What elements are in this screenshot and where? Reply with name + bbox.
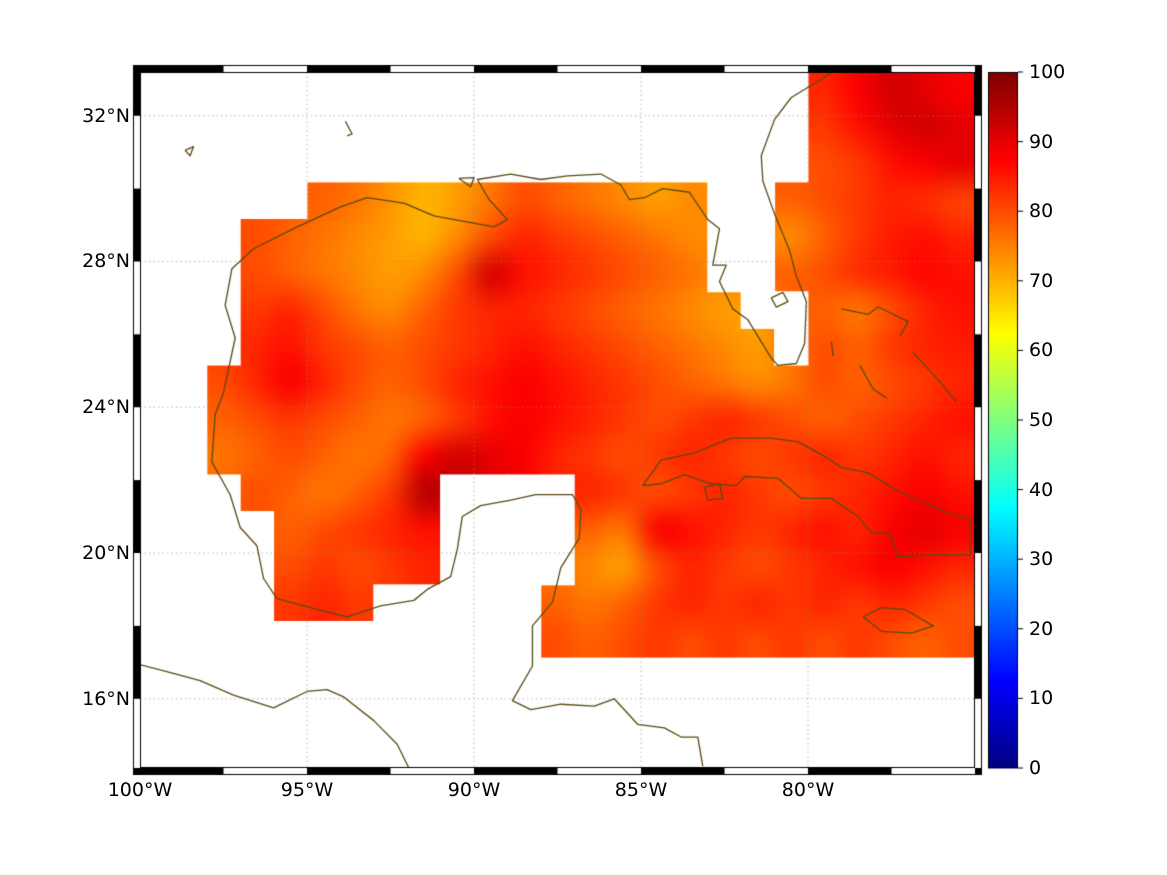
x-tick-label: 90°W xyxy=(447,779,501,801)
x-tick-label: 80°W xyxy=(781,779,835,801)
colorbar-tick-label: 50 xyxy=(1029,409,1054,431)
colorbar-tick-label: 40 xyxy=(1029,478,1054,501)
colorbar-tick-label: 100 xyxy=(1029,61,1066,83)
colorbar-tick-label: 10 xyxy=(1029,687,1054,710)
x-tick-label: 95°W xyxy=(280,779,334,801)
colorbar-tick-label: 60 xyxy=(1029,339,1054,362)
y-tick-label: 28°N xyxy=(82,250,130,273)
x-tick-label: 85°W xyxy=(614,779,668,801)
colorbar-tick-label: 80 xyxy=(1029,200,1054,223)
colorbar-tick-label: 90 xyxy=(1029,130,1054,153)
map-plot-area xyxy=(140,72,975,768)
colorbar xyxy=(988,72,1018,768)
x-tick-label: 100°W xyxy=(107,779,173,801)
colorbar-tick-label: 0 xyxy=(1029,757,1042,779)
y-tick-label: 32°N xyxy=(82,104,130,127)
y-tick-label: 20°N xyxy=(82,542,130,564)
colorbar-tick-label: 30 xyxy=(1029,548,1054,571)
colorbar-tick-label: 20 xyxy=(1029,617,1054,640)
y-tick-label: 16°N xyxy=(82,687,130,710)
colorbar-tick-label: 70 xyxy=(1029,269,1054,292)
y-tick-label: 24°N xyxy=(82,396,130,419)
